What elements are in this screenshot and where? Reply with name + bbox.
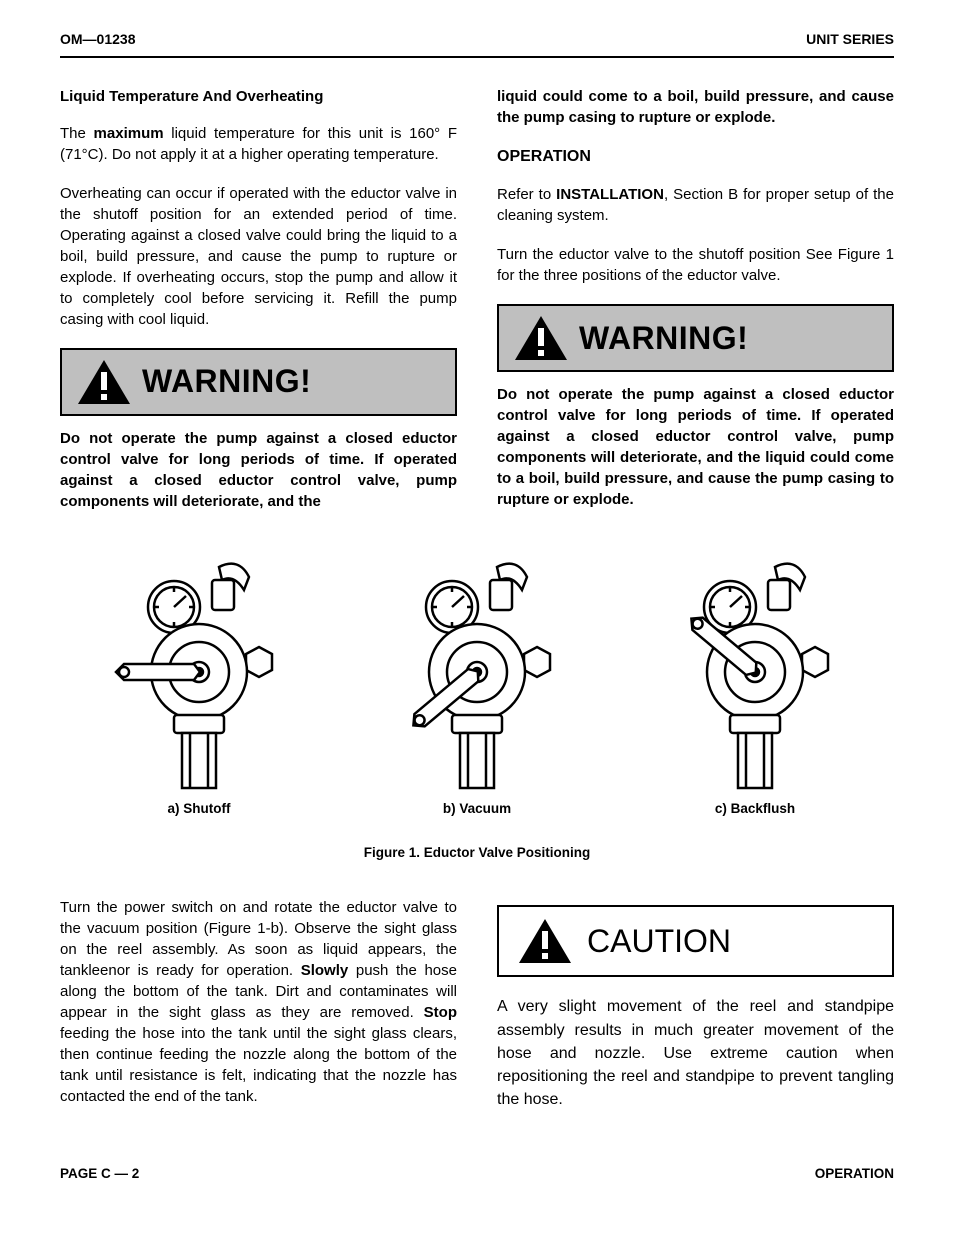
page-footer: PAGE C — 2 OPERATION [60,1165,894,1184]
figure-vacuum: b) Vacuum [338,552,616,819]
figure-row: a) Shutoff [60,552,894,819]
warning-triangle-icon [76,358,132,406]
bottom-left-column: Turn the power switch on and rotate the … [60,897,457,1125]
valve-vacuum-icon [372,552,582,792]
para-overheating: Overheating can occur if operated with t… [60,183,457,330]
figure-shutoff: a) Shutoff [60,552,338,819]
figure-title: Figure 1. Eductor Valve Positioning [60,844,894,863]
top-columns: Liquid Temperature And Overheating The m… [60,86,894,530]
figure-backflush: c) Backflush [616,552,894,819]
valve-shutoff-icon [94,552,304,792]
warning-text-right: Do not operate the pump against a closed… [497,384,894,510]
caption-shutoff: a) Shutoff [168,800,231,819]
warning-box-right: WARNING! [497,304,894,372]
caution-label: CAUTION [587,919,731,964]
caption-vacuum: b) Vacuum [443,800,511,819]
footer-right: OPERATION [815,1165,894,1184]
caption-backflush: c) Backflush [715,800,795,819]
warning-box-left: WARNING! [60,348,457,416]
section-title-temp: Liquid Temperature And Overheating [60,86,457,107]
caution-text: A very slight movement of the reel and s… [497,995,894,1111]
warning-label-left: WARNING! [142,359,311,404]
warning-continuation: liquid could come to a boil, build press… [497,86,894,128]
footer-left: PAGE C — 2 [60,1165,139,1184]
para-operation-steps: Turn the power switch on and rotate the … [60,897,457,1107]
op-para-valve: Turn the eductor valve to the shutoff po… [497,244,894,286]
caution-triangle-icon [517,917,573,965]
bottom-columns: Turn the power switch on and rotate the … [60,897,894,1125]
bottom-right-column: CAUTION A very slight movement of the re… [497,897,894,1125]
right-column: liquid could come to a boil, build press… [497,86,894,530]
operation-heading: OPERATION [497,146,894,168]
page-header: OM—01238 UNIT SERIES [60,30,894,58]
op-para-install: Refer to INSTALLATION, Section B for pro… [497,184,894,226]
caution-box: CAUTION [497,905,894,977]
warning-text-left: Do not operate the pump against a closed… [60,428,457,512]
warning-triangle-icon [513,314,569,362]
para-max-temp: The maximum liquid temperature for this … [60,123,457,165]
header-left: OM—01238 [60,30,135,50]
header-right: UNIT SERIES [806,30,894,50]
left-column: Liquid Temperature And Overheating The m… [60,86,457,530]
warning-label-right: WARNING! [579,316,748,361]
valve-backflush-icon [650,552,860,792]
